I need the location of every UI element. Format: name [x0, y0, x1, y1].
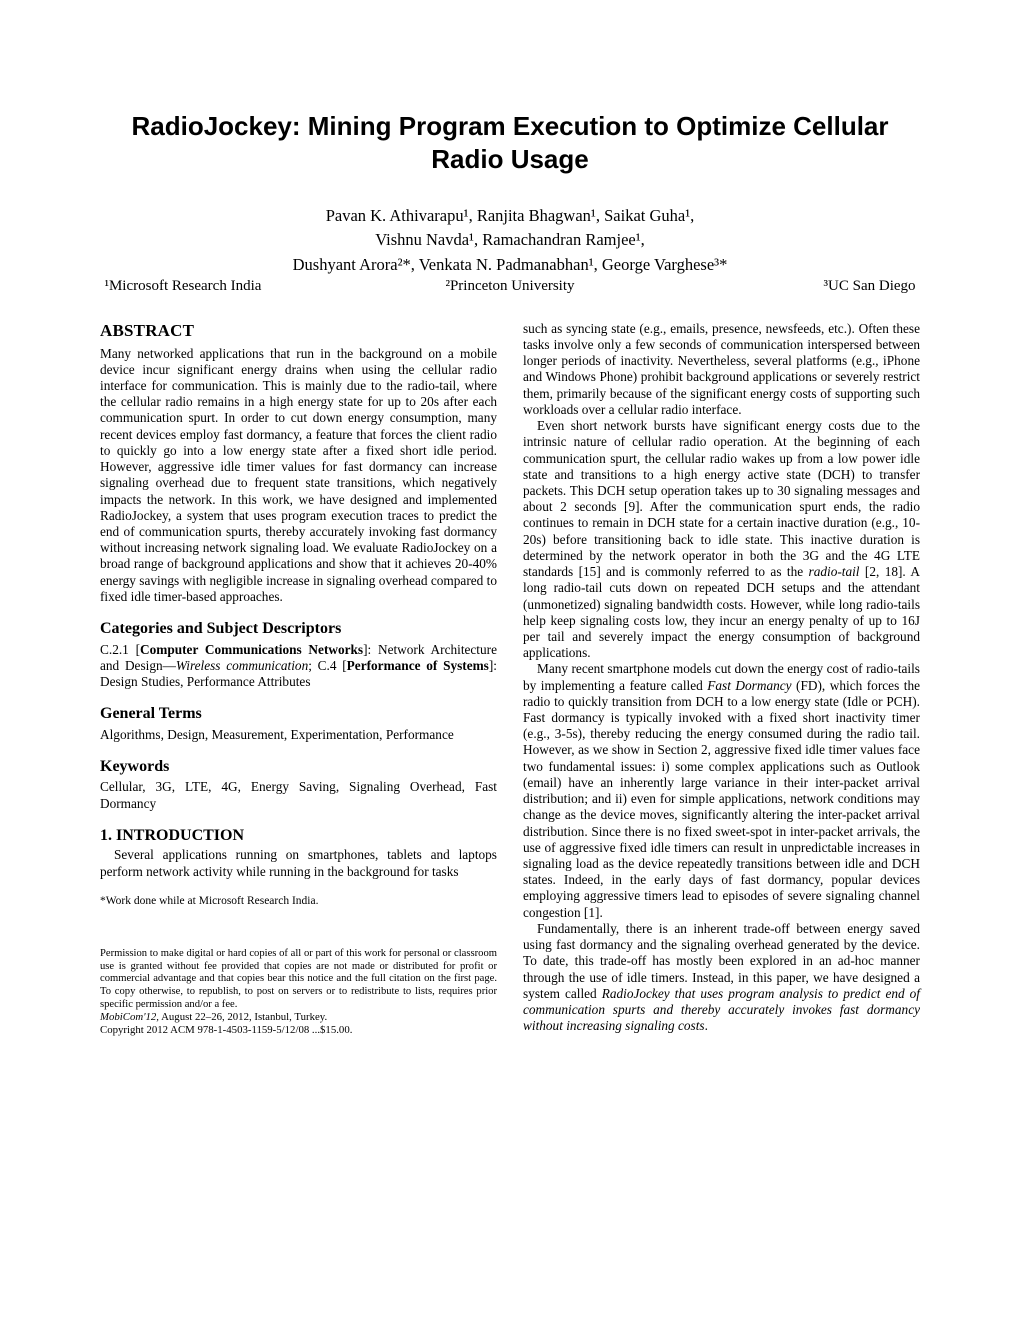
col2-p4: Fundamentally, there is an inherent trad… — [523, 921, 920, 1035]
authors-line-2: Vishnu Navda¹, Ramachandran Ramjee¹, — [100, 229, 920, 251]
abstract-body: Many networked applications that run in … — [100, 346, 497, 606]
copyright-line: Copyright 2012 ACM 978-1-4503-1159-5/12/… — [100, 1024, 497, 1037]
left-column-footer: *Work done while at Microsoft Research I… — [100, 894, 497, 1037]
intro-heading: 1. INTRODUCTION — [100, 826, 497, 846]
keywords-body: Cellular, 3G, LTE, 4G, Energy Saving, Si… — [100, 779, 497, 811]
permission-text: Permission to make digital or hard copie… — [100, 948, 497, 1012]
general-terms-body: Algorithms, Design, Measurement, Experim… — [100, 727, 497, 743]
categories-body: C.2.1 [Computer Communications Networks]… — [100, 642, 497, 691]
author-footnote: *Work done while at Microsoft Research I… — [100, 894, 497, 908]
venue-line: MobiCom'12, August 22–26, 2012, Istanbul… — [100, 1011, 497, 1024]
abstract-heading: ABSTRACT — [100, 321, 497, 342]
affil-2: ²Princeton University — [371, 278, 650, 295]
two-column-body: ABSTRACT Many networked applications tha… — [100, 321, 920, 1037]
authors-line-1: Pavan K. Athivarapu¹, Ranjita Bhagwan¹, … — [100, 205, 920, 227]
paper-page: RadioJockey: Mining Program Execution to… — [0, 0, 1020, 1320]
affil-3: ³UC San Diego — [653, 278, 915, 295]
col2-p3: Many recent smartphone models cut down t… — [523, 661, 920, 921]
general-terms-heading: General Terms — [100, 704, 497, 724]
keywords-heading: Keywords — [100, 757, 497, 777]
col2-p1: such as syncing state (e.g., emails, pre… — [523, 321, 920, 418]
affil-1: ¹Microsoft Research India — [104, 278, 366, 295]
intro-p1: Several applications running on smartpho… — [100, 847, 497, 879]
authors-line-3: Dushyant Arora²*, Venkata N. Padmanabhan… — [100, 254, 920, 276]
affiliations: ¹Microsoft Research India ²Princeton Uni… — [100, 278, 920, 295]
col2-p2: Even short network bursts have significa… — [523, 418, 920, 661]
categories-heading: Categories and Subject Descriptors — [100, 619, 497, 639]
paper-title: RadioJockey: Mining Program Execution to… — [100, 110, 920, 175]
